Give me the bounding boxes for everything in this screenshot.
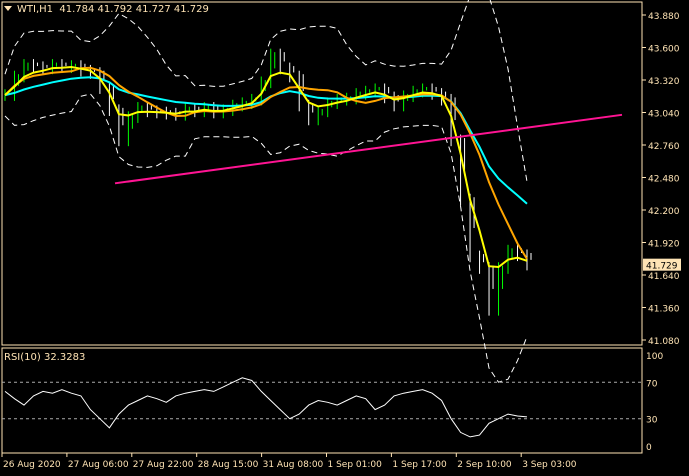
time-tick-label: 26 Aug 2020: [3, 460, 61, 470]
trendline: [114, 113, 623, 185]
dropdown-triangle-icon[interactable]: [4, 6, 12, 11]
price-tick-label: 41.920: [648, 240, 680, 250]
ma-fast-line: [4, 65, 528, 269]
price-tick-label: 42.760: [648, 142, 680, 152]
bollinger-lower: [4, 93, 528, 383]
price-tick-label: 41.080: [648, 337, 680, 347]
rsi-scale-label: 30: [646, 416, 658, 426]
price-tick-label: 43.320: [648, 77, 680, 87]
rsi-frame: [1, 347, 643, 454]
price-tick-label: 43.040: [648, 110, 680, 120]
rsi-scale-label: 70: [646, 379, 658, 389]
price-tick-label: 43.880: [648, 12, 680, 22]
price-tick-label: 42.480: [648, 175, 680, 185]
symbol-label: WTI,H1: [17, 4, 54, 15]
time-tick-label: 1 Sep 01:00: [328, 460, 383, 470]
price-tick-label: 43.600: [648, 45, 680, 55]
main-frame: [1, 1, 643, 346]
time-tick-label: 31 Aug 08:00: [263, 460, 324, 470]
current-price-badge: [643, 258, 681, 271]
time-tick-label: 3 Sep 03:00: [522, 460, 577, 470]
time-tick-label: 27 Aug 22:00: [133, 460, 194, 470]
time-tick-label: 2 Sep 10:00: [457, 460, 512, 470]
chart-header: WTI,H1 41.784 41.792 41.727 41.729: [4, 4, 209, 15]
bollinger-upper: [4, 0, 528, 182]
rsi-label: RSI(10) 32.3283: [4, 352, 86, 363]
rsi-scale-label: 100: [646, 352, 663, 362]
rsi-scale-label: 0: [646, 443, 652, 453]
price-tick-label: 42.200: [648, 207, 680, 217]
time-tick-label: 27 Aug 06:00: [68, 460, 129, 470]
ohlc-values: 41.784 41.792 41.727 41.729: [59, 4, 209, 15]
time-tick-label: 28 Aug 15:00: [198, 460, 259, 470]
time-tick-label: 1 Sep 17:00: [392, 460, 447, 470]
rsi-line: [4, 377, 528, 438]
current-price-label: 41.729: [646, 262, 678, 272]
price-tick-label: 41.640: [648, 272, 680, 282]
price-tick-label: 41.360: [648, 305, 680, 315]
